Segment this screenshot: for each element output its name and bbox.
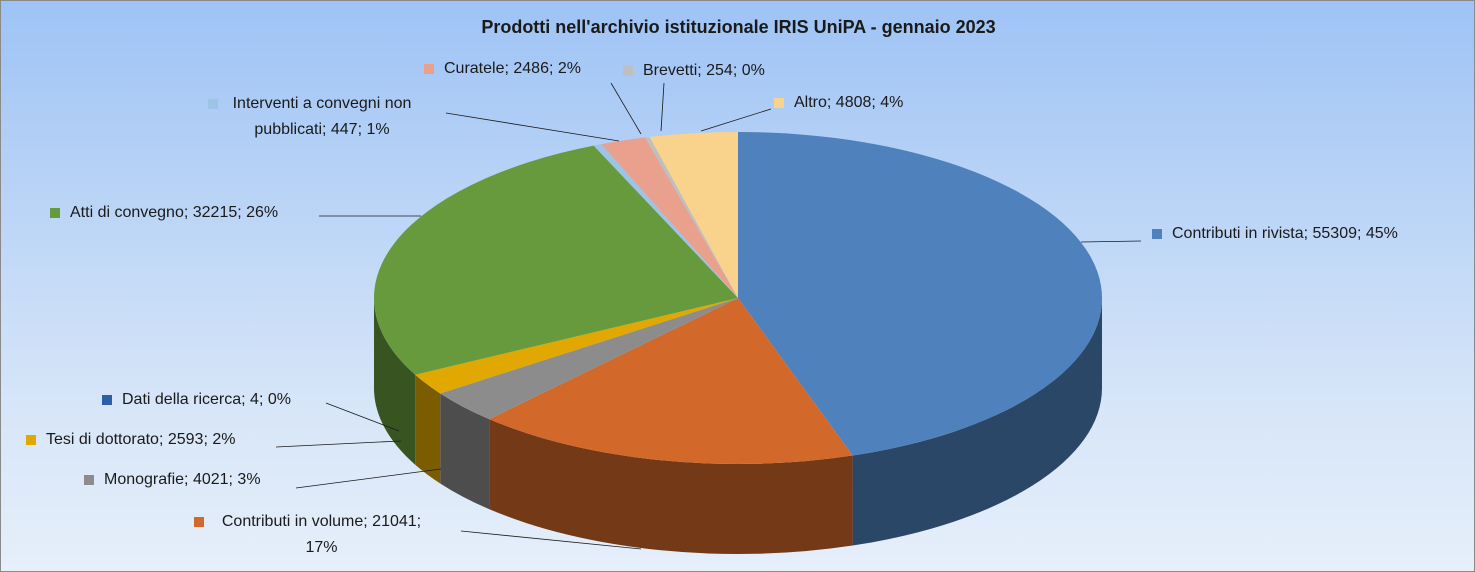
data-label: Tesi di dottorato; 2593; 2% [46, 431, 236, 448]
label-key [84, 475, 94, 485]
leader-line [660, 82, 665, 132]
slice [415, 298, 738, 375]
label-key [774, 98, 784, 108]
label-key [194, 517, 204, 527]
slice [601, 137, 738, 298]
slice [738, 132, 1102, 456]
leader-line [325, 402, 400, 432]
data-label: Dati della ricerca; 4; 0% [122, 391, 291, 408]
data-label: Contributi in rivista; 55309; 45% [1172, 225, 1398, 242]
data-label: Interventi a convegni non pubblicati; 44… [232, 95, 412, 138]
data-label: Curatele; 2486; 2% [444, 60, 581, 77]
slice-side [852, 298, 1102, 546]
label-key [1152, 229, 1162, 239]
leader-line [295, 468, 442, 489]
label-key [26, 435, 36, 445]
leader-line [610, 82, 642, 135]
slice [649, 132, 738, 298]
leader-line [700, 108, 772, 132]
slice [593, 144, 738, 298]
slice-side [440, 393, 490, 510]
label-key [50, 208, 60, 218]
label-key [208, 99, 218, 109]
leader-line [1080, 240, 1142, 243]
slice-side [489, 419, 853, 554]
data-label: Monografie; 4021; 3% [104, 471, 261, 488]
leader-line [275, 440, 402, 448]
slice-side [415, 374, 441, 484]
data-label: Atti di convegno; 32215; 26% [70, 204, 279, 221]
leader-line [445, 112, 620, 142]
slice [415, 298, 738, 394]
slice [645, 136, 738, 298]
label-key [102, 395, 112, 405]
slice-side [374, 298, 416, 465]
leader-line [460, 530, 642, 550]
slice [373, 145, 738, 375]
data-label: Altro; 4808; 4% [794, 94, 904, 111]
data-label: Brevetti; 254; 0% [643, 62, 765, 79]
data-label: Contributi in volume; 21041; 17% [221, 513, 422, 556]
label-key [623, 66, 633, 76]
slice [440, 298, 738, 420]
slice [489, 298, 853, 464]
label-key [424, 64, 434, 74]
chart-title: Prodotti nell'archivio istituzionale IRI… [481, 17, 996, 37]
